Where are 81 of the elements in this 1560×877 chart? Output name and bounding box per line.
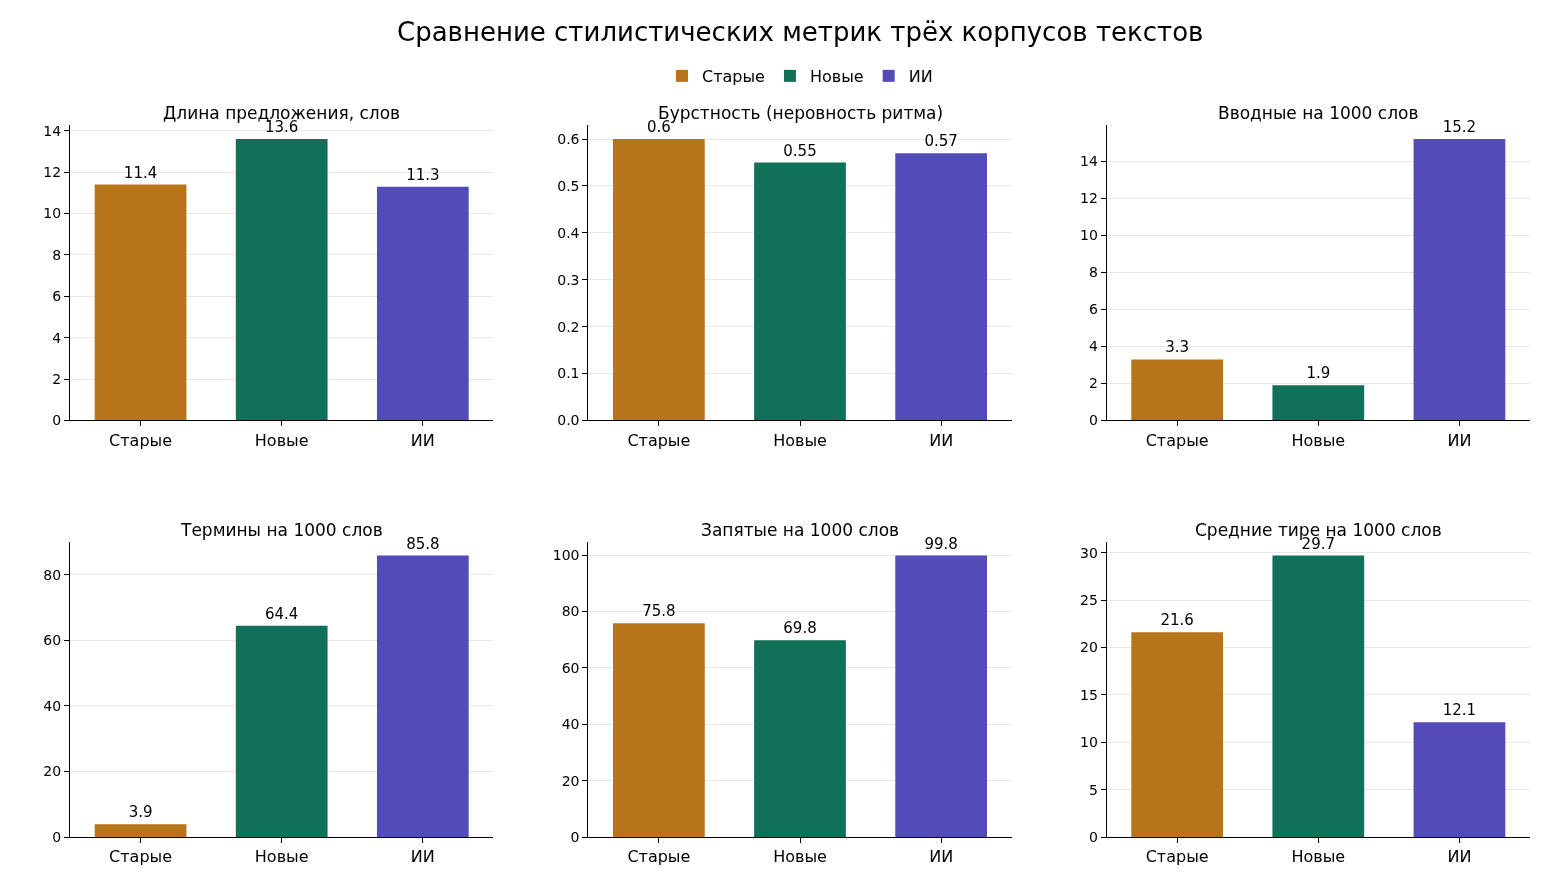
x-tick-label: ИИ xyxy=(1447,430,1472,450)
y-tick-label: 25 xyxy=(1079,592,1098,609)
x-tick-label: Старые xyxy=(627,430,691,450)
y-tick-label: 60 xyxy=(43,632,62,649)
x-tick-label: ИИ xyxy=(1447,847,1472,867)
y-tick-label: 80 xyxy=(43,566,62,583)
chart-title: Вводные на 1000 слов xyxy=(1218,103,1419,123)
y-tick-label: 12 xyxy=(43,164,62,181)
data-label: 85.8 xyxy=(406,534,440,553)
y-tick-label: 10 xyxy=(1079,734,1098,751)
data-label: 15.2 xyxy=(1442,118,1477,137)
y-tick-label: 8 xyxy=(1088,264,1098,281)
data-label: 12.1 xyxy=(1442,701,1477,720)
chart-title: Термины на 1000 слов xyxy=(180,520,383,540)
data-label: 99.8 xyxy=(924,534,958,553)
x-tick-label: ИИ xyxy=(410,847,435,867)
y-tick-label: 40 xyxy=(43,697,62,714)
data-label: 75.8 xyxy=(642,602,676,621)
text: Сравнение стилистических метрик трёх корпусов текстов xyxy=(397,17,1204,47)
x-tick-label: ИИ xyxy=(929,847,954,867)
y-tick-label: 10 xyxy=(43,205,62,222)
x-tick-label: Старые xyxy=(627,847,691,867)
y-tick-label: 20 xyxy=(1079,639,1098,656)
data-label: 1.9 xyxy=(1306,364,1331,383)
legend-label: Новые xyxy=(809,67,864,87)
data-label: 0.57 xyxy=(924,132,958,151)
y-tick-label: 0.2 xyxy=(557,318,580,335)
data-label: 69.8 xyxy=(783,619,817,638)
y-tick-label: 0.6 xyxy=(557,130,580,147)
y-tick-label: 0 xyxy=(52,828,62,845)
y-tick-label: 0.5 xyxy=(557,177,580,194)
y-tick-label: 15 xyxy=(1079,686,1098,703)
data-label: 3.9 xyxy=(128,803,153,822)
x-tick-label: Старые xyxy=(109,847,173,867)
x-tick-label: Новые xyxy=(1291,847,1346,867)
y-tick-label: 12 xyxy=(1079,190,1098,207)
x-tick-label: Новые xyxy=(1291,430,1346,450)
y-tick-label: 10 xyxy=(1079,227,1098,244)
y-tick-label: 2 xyxy=(52,371,62,387)
y-tick-label: 4 xyxy=(52,329,62,346)
data-label: 0.55 xyxy=(783,141,817,160)
y-tick-label: 6 xyxy=(1088,301,1098,318)
y-tick-label: 60 xyxy=(561,659,580,676)
y-tick-label: 0 xyxy=(52,412,62,429)
y-tick-label: 0.3 xyxy=(557,271,580,288)
y-tick-label: 40 xyxy=(561,716,580,733)
y-tick-label: 6 xyxy=(52,288,62,305)
x-tick-label: ИИ xyxy=(929,430,954,450)
x-tick-label: Старые xyxy=(1145,430,1209,450)
y-tick-label: 20 xyxy=(43,763,62,780)
x-tick-label: Новые xyxy=(254,847,309,867)
y-tick-label: 0 xyxy=(1088,828,1098,845)
y-tick-label: 30 xyxy=(1079,544,1098,561)
x-tick-label: Старые xyxy=(109,430,173,450)
chart-title: Запятые на 1000 слов xyxy=(701,520,900,540)
y-tick-label: 8 xyxy=(52,246,62,263)
data-label: 11.4 xyxy=(123,163,158,182)
x-tick-label: ИИ xyxy=(410,430,435,450)
x-tick-label: Новые xyxy=(773,430,827,450)
y-tick-label: 0 xyxy=(570,828,580,845)
x-tick-label: Старые xyxy=(1145,847,1209,867)
data-label: 11.3 xyxy=(406,165,440,184)
y-tick-label: 4 xyxy=(1088,338,1098,355)
y-tick-label: 0 xyxy=(1088,412,1098,429)
y-tick-label: 5 xyxy=(1088,781,1098,798)
y-tick-label: 0.1 xyxy=(557,365,580,382)
y-tick-label: 80 xyxy=(561,603,580,620)
data-label: 21.6 xyxy=(1160,611,1194,630)
x-tick-label: Новые xyxy=(254,430,309,450)
y-tick-label: 14 xyxy=(1079,153,1098,170)
data-label: 64.4 xyxy=(265,604,299,623)
y-tick-label: 14 xyxy=(43,122,62,139)
x-tick-label: Новые xyxy=(773,847,827,867)
y-tick-label: 0.4 xyxy=(557,224,580,241)
y-tick-label: 100 xyxy=(552,546,580,563)
data-label: 3.3 xyxy=(1165,338,1190,357)
legend-label: Старые xyxy=(702,67,765,87)
legend-label: ИИ xyxy=(908,67,933,87)
y-tick-label: 2 xyxy=(1088,375,1098,392)
y-tick-label: 20 xyxy=(561,772,580,789)
y-tick-label: 0.0 xyxy=(557,412,580,429)
